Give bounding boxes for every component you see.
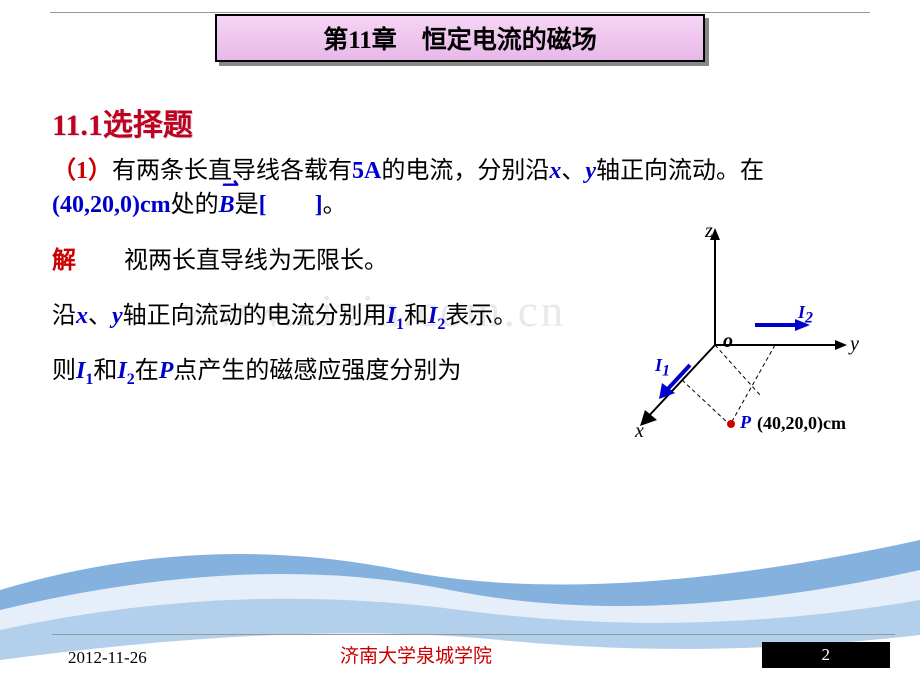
x-axis-label: x bbox=[635, 420, 644, 443]
section-title: 11.1选择题 bbox=[52, 100, 193, 144]
top-divider bbox=[50, 12, 870, 13]
origin-label: o bbox=[723, 330, 733, 353]
y-axis-label: y bbox=[850, 333, 859, 356]
problem-statement: （1）有两条长直导线各载有5A的电流，分别沿x、y轴正向流动。在(40,20,0… bbox=[52, 155, 872, 222]
solution-line-3: 则I1和I2在P点产生的磁感应强度分别为 bbox=[52, 355, 461, 391]
footer-university: 济南大学泉城学院 bbox=[340, 641, 492, 668]
footer-date: 2012-11-26 bbox=[68, 648, 147, 668]
solution-line-1: 解 视两长直导线为无限长。 bbox=[52, 245, 388, 279]
chapter-title: 第11章 恒定电流的磁场 bbox=[323, 20, 597, 56]
point-p-coord: (40,20,0)cm bbox=[757, 413, 846, 434]
coordinate-diagram: z y x o I1 I2 P (40,20,0)cm bbox=[615, 220, 865, 450]
i2-label: I2 bbox=[798, 302, 813, 328]
i1-label: I1 bbox=[655, 355, 670, 381]
point-p-dot bbox=[727, 420, 735, 428]
z-axis-label: z bbox=[705, 220, 713, 243]
bottom-divider bbox=[52, 634, 895, 635]
page-number: 2 bbox=[762, 642, 891, 668]
chapter-title-box: 第11章 恒定电流的磁场 bbox=[215, 14, 705, 62]
point-p-label: P bbox=[740, 412, 751, 433]
solution-line-2: 沿x、y轴正向流动的电流分别用I1和I2表示。 bbox=[52, 300, 517, 336]
